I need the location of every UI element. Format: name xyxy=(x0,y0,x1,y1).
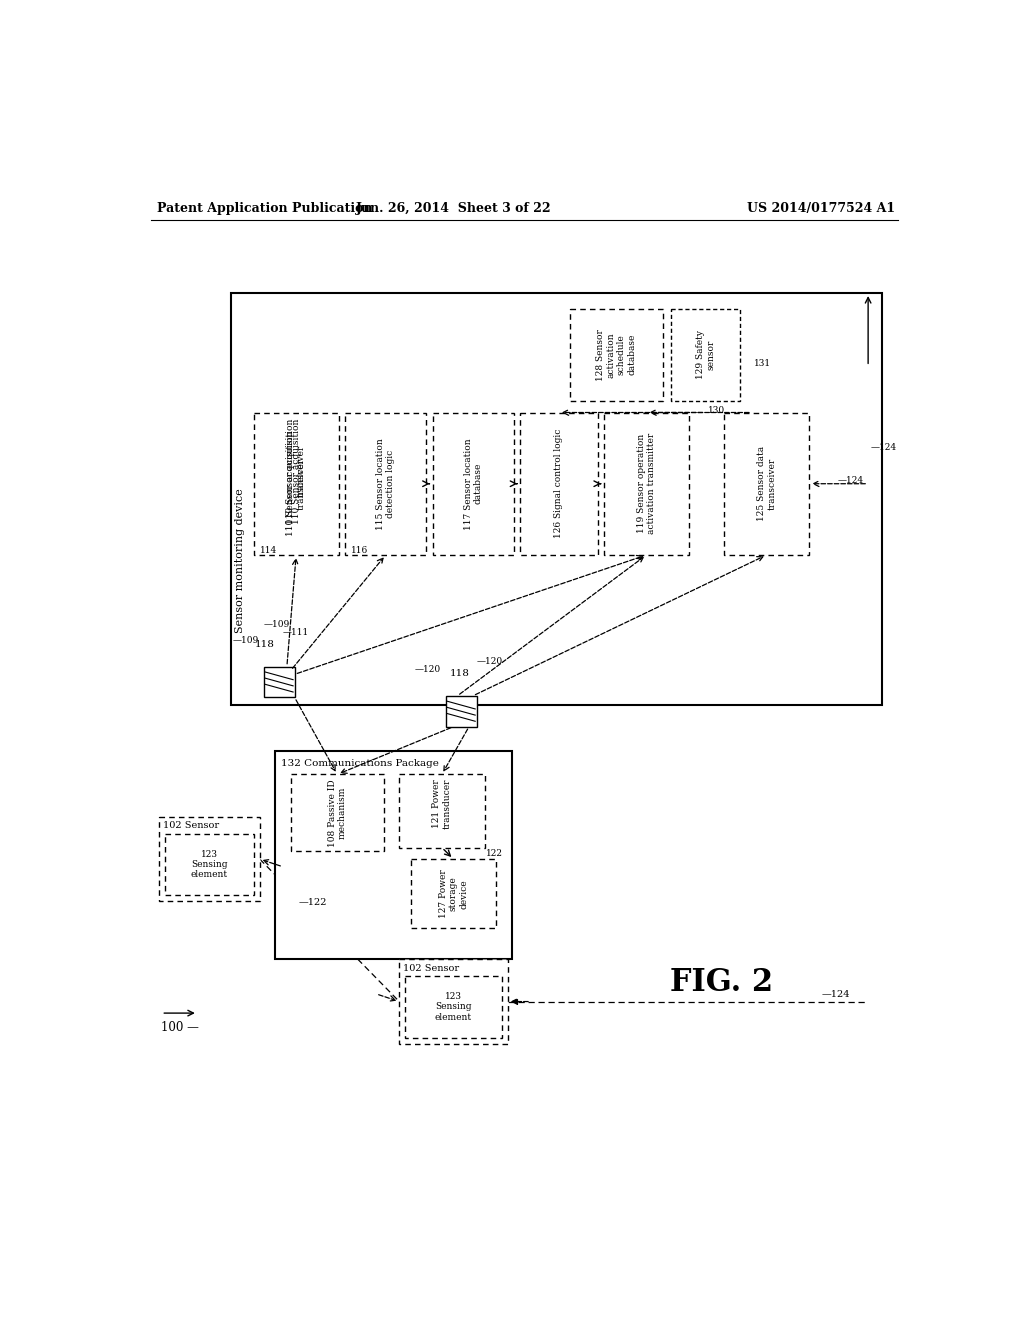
Bar xyxy=(604,412,689,554)
Text: —109: —109 xyxy=(232,636,259,644)
Text: 125 Sensor data
transceiver: 125 Sensor data transceiver xyxy=(757,446,776,521)
Bar xyxy=(399,775,484,847)
Bar xyxy=(159,817,260,902)
Text: —122: —122 xyxy=(299,898,327,907)
Text: —124: —124 xyxy=(870,444,897,453)
Bar xyxy=(520,412,598,554)
Text: 131: 131 xyxy=(755,359,771,367)
Text: —124: —124 xyxy=(821,990,850,999)
Text: Jun. 26, 2014  Sheet 3 of 22: Jun. 26, 2014 Sheet 3 of 22 xyxy=(355,202,551,215)
Text: 129 Safety
sensor: 129 Safety sensor xyxy=(695,330,715,379)
Text: —111: —111 xyxy=(283,628,309,638)
Text: 116: 116 xyxy=(351,545,369,554)
Text: 126 Signal control logic: 126 Signal control logic xyxy=(554,429,563,539)
Text: 123
Sensing
element: 123 Sensing element xyxy=(190,850,228,879)
Text: 110 Sensor acquisition
transceiver: 110 Sensor acquisition transceiver xyxy=(287,432,306,536)
Bar xyxy=(275,751,512,960)
Bar xyxy=(231,293,882,705)
Text: 102 Sensor: 102 Sensor xyxy=(403,964,459,973)
Text: 110 Sensor acquisition
transceiver: 110 Sensor acquisition transceiver xyxy=(287,418,306,524)
Text: 132 Communications Package: 132 Communications Package xyxy=(282,759,439,768)
Bar xyxy=(671,309,740,401)
Text: 128 Sensor
activation
schedule
database: 128 Sensor activation schedule database xyxy=(596,329,636,380)
Text: Sensor monitoring device: Sensor monitoring device xyxy=(236,488,246,634)
Text: —120: —120 xyxy=(477,657,503,667)
Text: 118: 118 xyxy=(450,669,469,678)
Bar xyxy=(445,696,477,726)
Text: 119 Sensor operation
activation transmitter: 119 Sensor operation activation transmit… xyxy=(637,433,656,535)
Text: 121 Power
transducer: 121 Power transducer xyxy=(432,777,452,829)
Text: 123
Sensing
element: 123 Sensing element xyxy=(435,993,472,1022)
Bar xyxy=(432,412,514,554)
Text: Patent Application Publication: Patent Application Publication xyxy=(158,202,373,215)
Bar xyxy=(569,309,663,401)
Bar xyxy=(165,834,254,895)
Text: 117 Sensor location
database: 117 Sensor location database xyxy=(464,438,483,529)
Text: 114: 114 xyxy=(260,545,278,554)
Text: FIG. 2: FIG. 2 xyxy=(671,966,773,998)
Bar xyxy=(411,859,496,928)
Bar xyxy=(291,775,384,851)
Bar xyxy=(724,412,809,554)
Text: 118: 118 xyxy=(254,640,274,648)
Text: 102 Sensor: 102 Sensor xyxy=(163,821,219,830)
Text: —109: —109 xyxy=(263,620,290,630)
Bar xyxy=(399,960,508,1044)
Text: 130: 130 xyxy=(708,407,725,416)
Text: —124: —124 xyxy=(838,477,863,484)
Text: US 2014/0177524 A1: US 2014/0177524 A1 xyxy=(748,202,895,215)
Bar xyxy=(406,977,502,1038)
Text: —120: —120 xyxy=(415,665,441,675)
Text: 100 —: 100 — xyxy=(162,1020,200,1034)
Bar xyxy=(345,412,426,554)
Text: 122: 122 xyxy=(486,849,503,858)
Text: 115 Sensor location
detection logic: 115 Sensor location detection logic xyxy=(376,438,395,529)
Text: 108 Passive ID
mechanism: 108 Passive ID mechanism xyxy=(328,779,347,846)
Text: 127 Power
storage
device: 127 Power storage device xyxy=(438,870,468,919)
Text: 110 Sensor acquisition: 110 Sensor acquisition xyxy=(292,418,301,524)
Bar xyxy=(263,667,295,697)
Bar xyxy=(254,412,339,554)
